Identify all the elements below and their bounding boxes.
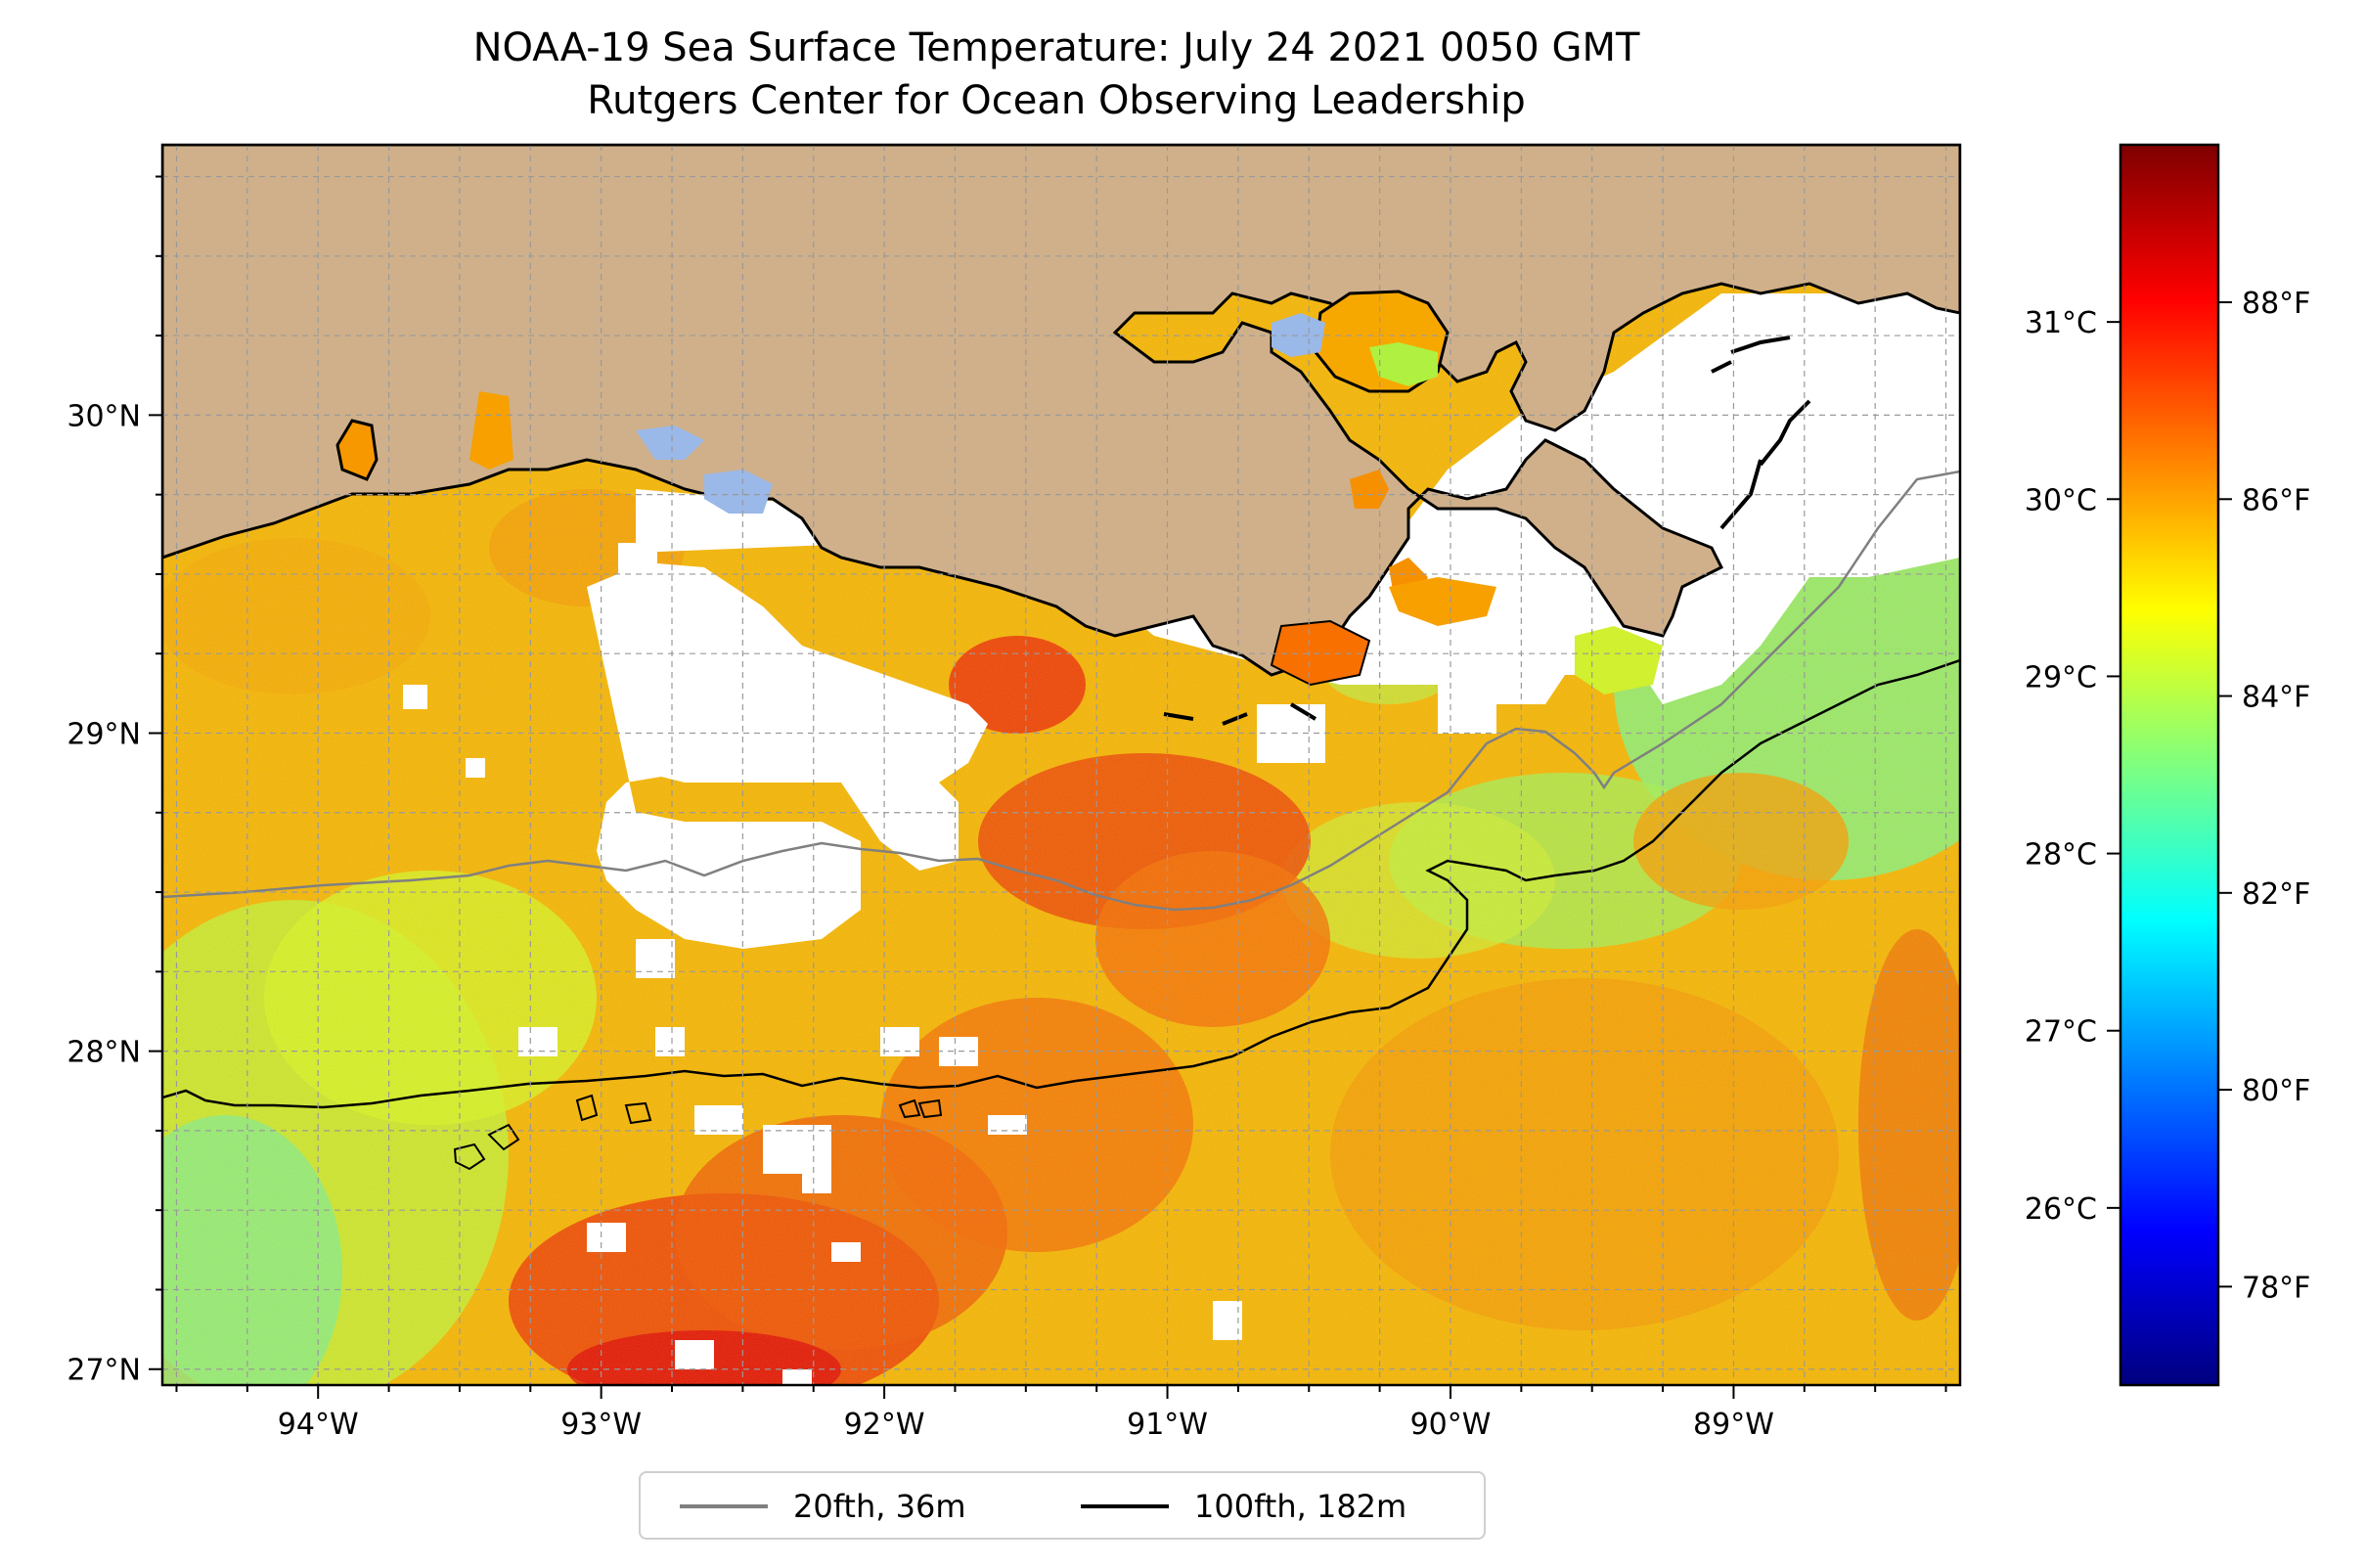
x-tick-label: 90°W [1410,1408,1492,1442]
legend-item-100fth: 100fth, 182m [1081,1483,1406,1530]
map-subtitle: Rutgers Center for Ocean Observing Leade… [587,78,1526,123]
colorbar-fahrenheit-label: 84°F [2242,681,2310,715]
colorbar-celsius-label: 30°C [2025,483,2097,517]
colorbar-celsius-label: 28°C [2025,838,2097,873]
isobath-20fth [162,470,1960,912]
map-gridlines [162,145,1960,1385]
x-tick-label: 92°W [844,1408,925,1442]
legend-line-gray [680,1504,768,1508]
colorbar: 26°C 27°C 28°C 29°C 30°C 31°C 78°F 80°F 82°F 84°… [2025,143,2310,1387]
colorbar-celsius-label: 29°C [2025,660,2097,694]
x-tick-label: 94°W [278,1408,359,1442]
colorbar-fahrenheit-label: 86°F [2242,483,2310,517]
colorbar-fahrenheit-label: 78°F [2242,1271,2310,1305]
map-frame [160,143,1962,1387]
longitude-axis: 94°W 93°W 92°W 91°W 90°W 89°W [175,1385,1947,1442]
y-tick-label: 27°N [67,1354,141,1388]
latitude-axis: 27°N 28°N 29°N 30°N [67,175,162,1388]
legend-line-black [1081,1504,1169,1508]
legend-label-20fth: 20fth, 36m [793,1488,966,1525]
colorbar-fahrenheit-axis: 78°F 80°F 82°F 84°F 86°F 88°F [2218,287,2310,1305]
map-area [162,145,1960,1385]
x-tick-label: 93°W [560,1408,642,1442]
map-title: NOAA-19 Sea Surface Temperature: July 24… [472,25,1640,70]
colorbar-fahrenheit-label: 88°F [2242,287,2310,321]
coastline-fragments [1163,336,1811,726]
y-tick-label: 30°N [67,399,141,433]
colorbar-celsius-label: 31°C [2025,306,2097,340]
x-tick-label: 91°W [1127,1408,1208,1442]
colorbar-fahrenheit-label: 80°F [2242,1074,2310,1108]
colorbar-gradient [2119,143,2220,1387]
isobath-100fth [162,658,1960,1109]
inland-waters [335,290,1663,694]
y-tick-label: 28°N [67,1036,141,1070]
legend: 20fth, 36m 100fth, 182m [639,1471,1486,1540]
isobath-islets [453,1094,943,1171]
y-tick-label: 29°N [67,717,141,751]
colorbar-celsius-axis: 26°C 27°C 28°C 29°C 30°C 31°C [2025,306,2120,1227]
x-tick-label: 89°W [1693,1408,1774,1442]
colorbar-celsius-label: 26°C [2025,1192,2097,1227]
legend-label-100fth: 100fth, 182m [1194,1488,1407,1525]
colorbar-fahrenheit-label: 82°F [2242,877,2310,912]
legend-item-20fth: 20fth, 36m [680,1483,965,1530]
colorbar-celsius-label: 27°C [2025,1015,2097,1050]
